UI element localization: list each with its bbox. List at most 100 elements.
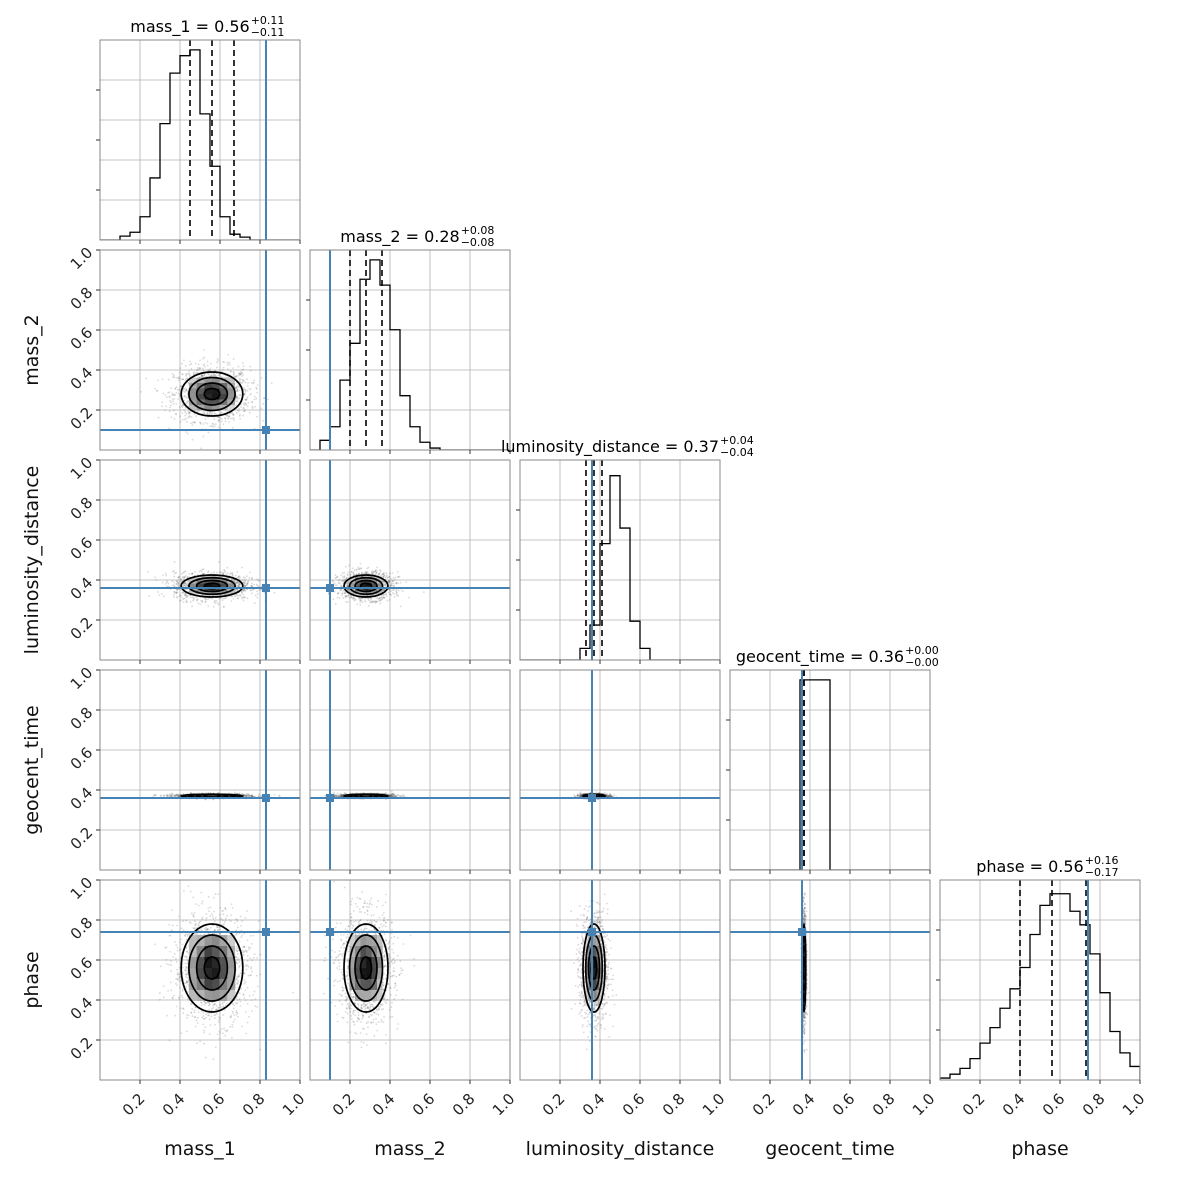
sample-point bbox=[186, 595, 189, 598]
sample-point bbox=[216, 361, 219, 364]
sample-point bbox=[171, 792, 174, 795]
sample-point bbox=[348, 564, 351, 567]
sample-point bbox=[180, 362, 183, 365]
sample-point bbox=[372, 570, 375, 573]
sample-point bbox=[242, 414, 244, 417]
sample-point bbox=[221, 573, 224, 575]
sample-point bbox=[196, 366, 199, 369]
sample-point bbox=[241, 362, 244, 364]
sample-point bbox=[383, 589, 385, 591]
sample-point bbox=[398, 575, 401, 578]
sample-point bbox=[187, 410, 190, 413]
sample-point bbox=[244, 390, 247, 393]
sample-point bbox=[337, 592, 339, 595]
sample-point bbox=[235, 385, 238, 388]
sample-point bbox=[182, 591, 185, 594]
sample-point bbox=[242, 588, 245, 591]
sample-point bbox=[232, 367, 234, 370]
sample-point bbox=[202, 572, 205, 575]
sample-point bbox=[233, 419, 236, 421]
sample-point bbox=[254, 405, 257, 408]
sample-point bbox=[206, 410, 209, 413]
sample-point bbox=[384, 582, 386, 585]
sample-point bbox=[233, 595, 236, 598]
sample-point bbox=[210, 413, 213, 416]
sample-point bbox=[188, 411, 191, 414]
sample-point bbox=[199, 569, 202, 572]
sample-point bbox=[212, 575, 215, 578]
sample-point bbox=[186, 581, 189, 583]
sample-point bbox=[189, 792, 192, 794]
sample-point bbox=[250, 382, 253, 384]
sample-point bbox=[241, 793, 244, 795]
sample-point bbox=[204, 365, 206, 368]
contour-1 bbox=[354, 579, 378, 593]
sample-point bbox=[364, 571, 367, 574]
sample-point bbox=[186, 401, 189, 404]
sample-point bbox=[214, 423, 217, 426]
sample-point bbox=[235, 386, 238, 389]
sample-point bbox=[338, 581, 341, 584]
sample-point bbox=[241, 566, 243, 569]
sample-point bbox=[379, 599, 382, 602]
sample-point bbox=[242, 380, 245, 382]
sample-point bbox=[171, 570, 174, 573]
sample-point bbox=[219, 594, 221, 597]
sample-point bbox=[364, 599, 366, 602]
sample-point bbox=[255, 583, 258, 586]
sample-point bbox=[374, 600, 377, 603]
sample-point bbox=[202, 348, 205, 351]
sample-point bbox=[210, 362, 212, 365]
density-cell bbox=[196, 583, 205, 586]
sample-point bbox=[243, 393, 246, 395]
sample-point bbox=[210, 374, 213, 377]
contour-2 bbox=[188, 376, 236, 412]
sample-point bbox=[401, 590, 404, 592]
sample-point bbox=[211, 374, 213, 377]
sample-point bbox=[348, 597, 351, 599]
sample-point bbox=[358, 597, 360, 600]
sample-point bbox=[243, 589, 246, 591]
sample-point bbox=[360, 567, 363, 570]
sample-point bbox=[175, 794, 178, 797]
sample-point bbox=[386, 576, 389, 579]
sample-point bbox=[246, 405, 249, 408]
sample-point bbox=[246, 582, 249, 585]
sample-point bbox=[182, 405, 185, 407]
sample-point bbox=[170, 387, 172, 390]
sample-point bbox=[226, 361, 229, 364]
sample-point bbox=[238, 372, 241, 375]
y-tick-label: 0.2 bbox=[67, 614, 97, 644]
sample-point bbox=[218, 426, 220, 429]
sample-point bbox=[167, 391, 170, 394]
sample-point bbox=[190, 416, 193, 418]
sample-point bbox=[397, 582, 400, 585]
sample-point bbox=[348, 571, 350, 574]
sample-point bbox=[176, 580, 178, 583]
sample-point bbox=[238, 386, 241, 389]
sample-point bbox=[165, 396, 168, 399]
sample-point bbox=[165, 574, 168, 577]
density-cell bbox=[366, 583, 372, 586]
sample-point bbox=[383, 574, 386, 577]
sample-point bbox=[170, 404, 172, 407]
sample-point bbox=[252, 589, 254, 591]
sample-point bbox=[177, 377, 180, 380]
sample-point bbox=[239, 381, 242, 384]
sample-point bbox=[175, 595, 178, 598]
sample-point bbox=[200, 599, 203, 602]
sample-point bbox=[185, 389, 188, 391]
sample-point bbox=[363, 572, 366, 574]
sample-point bbox=[154, 576, 157, 579]
sample-point bbox=[195, 599, 198, 602]
sample-point bbox=[228, 421, 230, 423]
sample-point bbox=[374, 570, 377, 572]
sample-point bbox=[246, 397, 248, 400]
sample-point bbox=[172, 376, 174, 378]
panel-luminosity_distance-luminosity_distance: luminosity_distance = 0.37 +0.04−0.04 bbox=[501, 434, 754, 664]
sample-point bbox=[168, 399, 171, 402]
sample-point bbox=[383, 593, 385, 596]
sample-point bbox=[214, 599, 217, 602]
sample-point bbox=[202, 357, 204, 360]
sample-point bbox=[216, 571, 218, 574]
